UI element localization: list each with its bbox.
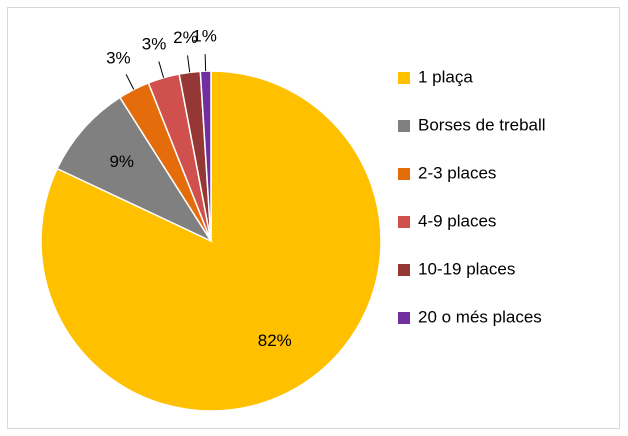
data-label: 9% bbox=[109, 152, 134, 171]
data-label: 1% bbox=[192, 27, 217, 46]
data-label: 3% bbox=[106, 49, 131, 68]
legend-label: Borses de treball bbox=[418, 115, 546, 134]
legend-label: 1 plaça bbox=[418, 67, 473, 86]
legend-label: 2-3 places bbox=[418, 163, 496, 182]
legend-label: 10-19 places bbox=[418, 259, 515, 278]
legend-swatch bbox=[398, 72, 410, 84]
legend-swatch bbox=[398, 168, 410, 180]
data-label: 82% bbox=[258, 331, 292, 350]
pie-slice bbox=[199, 70, 212, 242]
legend-swatch bbox=[398, 312, 410, 324]
leader-line bbox=[125, 74, 135, 90]
pie-slice bbox=[40, 70, 382, 412]
leader-line bbox=[187, 55, 191, 73]
legend-label: 4-9 places bbox=[418, 211, 496, 230]
leader-line bbox=[204, 54, 207, 72]
legend-label: 20 o més places bbox=[418, 307, 542, 326]
pie-slice bbox=[56, 96, 214, 243]
legend-swatch bbox=[398, 216, 410, 228]
leader-line bbox=[158, 61, 165, 78]
data-label: 2% bbox=[173, 28, 198, 47]
legend-swatch bbox=[398, 120, 410, 132]
data-label: 3% bbox=[142, 35, 167, 54]
legend-swatch bbox=[398, 264, 410, 276]
